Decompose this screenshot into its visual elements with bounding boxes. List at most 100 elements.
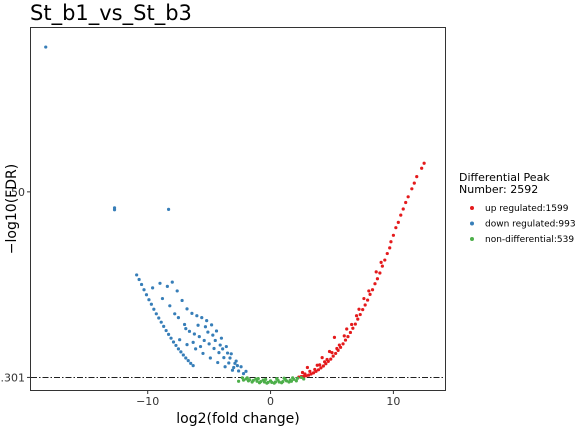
data-point	[321, 364, 325, 368]
data-point	[323, 360, 327, 364]
data-point	[239, 365, 243, 369]
data-point	[185, 307, 189, 311]
data-point	[237, 369, 241, 373]
data-point	[223, 365, 227, 369]
data-point	[186, 359, 190, 363]
y-axis-title: −log10(FDR)	[4, 164, 20, 254]
data-point	[311, 371, 316, 375]
data-point	[152, 307, 156, 311]
data-point	[209, 323, 214, 327]
data-point	[194, 347, 198, 351]
data-point	[233, 361, 237, 365]
data-point	[294, 379, 298, 383]
data-point	[246, 379, 251, 383]
data-point	[244, 369, 248, 373]
data-point	[330, 351, 334, 355]
data-point	[399, 213, 403, 217]
data-point	[190, 311, 194, 316]
data-point	[391, 233, 395, 237]
data-point	[385, 251, 389, 256]
data-point	[184, 356, 188, 360]
y-tick-label: 1.301	[0, 371, 25, 384]
data-point	[356, 317, 360, 321]
data-point	[341, 342, 345, 346]
data-point	[415, 175, 419, 179]
data-point	[337, 343, 341, 347]
data-point	[166, 207, 171, 211]
data-point	[216, 360, 220, 365]
data-point	[256, 376, 260, 381]
data-point	[316, 368, 321, 372]
data-point	[158, 281, 162, 285]
data-point	[196, 323, 200, 327]
data-point	[180, 298, 184, 303]
data-point	[229, 352, 233, 356]
data-point	[282, 376, 286, 380]
data-point	[179, 350, 183, 354]
data-point	[375, 277, 380, 281]
data-point	[237, 379, 241, 383]
data-point	[315, 363, 319, 367]
data-point	[378, 271, 382, 275]
legend: Differential Peak Number: 2592 up regula…	[459, 171, 576, 245]
data-point	[332, 335, 337, 340]
data-point	[219, 336, 224, 340]
data-point	[280, 381, 284, 385]
data-point	[222, 356, 226, 360]
data-point	[268, 379, 273, 383]
data-point	[366, 298, 370, 302]
data-point	[299, 375, 303, 380]
data-point	[178, 338, 182, 342]
x-tick-label: 0	[267, 395, 274, 408]
data-point	[329, 357, 333, 361]
data-point	[406, 195, 410, 199]
data-point	[327, 349, 332, 354]
data-point	[250, 380, 254, 384]
data-point	[203, 325, 208, 329]
legend-entries: up regulated:1599 down regulated:993 non-d…	[470, 204, 576, 245]
x-axis-title: log2(fold change)	[176, 411, 299, 427]
data-point	[159, 320, 163, 324]
data-point	[379, 260, 383, 264]
data-point	[214, 329, 219, 333]
data-point	[197, 335, 201, 339]
data-point	[164, 328, 168, 333]
data-point	[206, 330, 210, 334]
data-point	[353, 322, 357, 326]
data-point	[300, 370, 305, 375]
data-point	[401, 207, 405, 211]
data-point	[44, 45, 48, 49]
data-point	[207, 342, 211, 346]
data-point	[154, 312, 158, 316]
data-point	[169, 336, 173, 340]
data-point	[185, 343, 189, 347]
data-point	[368, 292, 372, 296]
data-point	[147, 298, 151, 302]
data-point	[139, 282, 144, 287]
data-point	[182, 322, 187, 327]
data-point	[367, 289, 371, 293]
y-tick-label: 50	[11, 186, 25, 199]
data-point	[187, 329, 192, 333]
legend-label: up regulated:1599	[485, 204, 569, 214]
chart-title: St_b1_vs_St_b3	[30, 1, 192, 26]
data-point	[235, 364, 239, 368]
data-point	[362, 296, 366, 301]
data-point	[191, 364, 195, 368]
legend-key	[470, 237, 474, 241]
data-point	[135, 273, 139, 277]
data-point	[342, 334, 346, 338]
data-point	[157, 316, 161, 320]
data-point	[192, 332, 196, 336]
data-point	[331, 354, 335, 358]
data-point	[218, 343, 222, 347]
data-point	[149, 302, 153, 306]
data-point	[162, 324, 166, 328]
data-point	[205, 319, 209, 323]
data-point	[302, 377, 306, 381]
data-point	[137, 277, 141, 282]
data-point	[287, 380, 291, 384]
data-point	[171, 340, 176, 344]
data-point	[208, 356, 212, 360]
data-point	[217, 351, 221, 355]
